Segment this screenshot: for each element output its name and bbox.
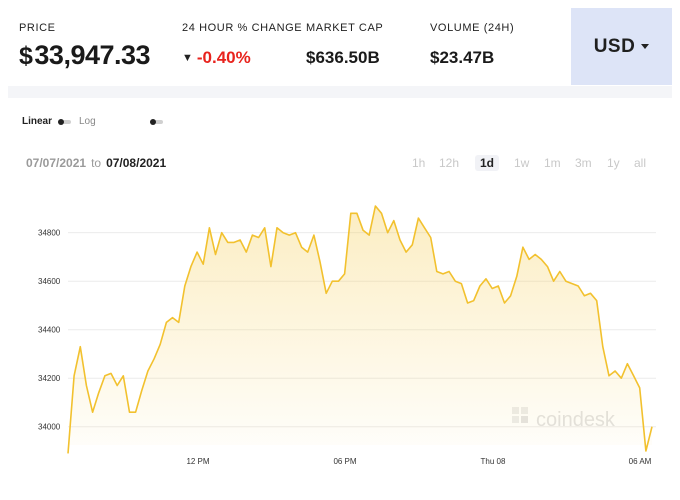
change-label: 24 HOUR % CHANGE: [182, 22, 303, 34]
down-triangle-icon: ▼: [182, 52, 193, 64]
market-cap-value: $636.50B: [306, 48, 380, 67]
y-axis-labels: 34000 34200 34400 34600 34800: [38, 229, 61, 432]
y-tick-label: 34200: [38, 374, 61, 383]
y-tick-label: 34600: [38, 277, 61, 286]
price-stats-bar: PRICE $33,947.33 24 HOUR % CHANGE ▼ -0.40…: [0, 0, 680, 98]
price-label: PRICE: [19, 22, 56, 34]
x-tick-label: 06 AM: [629, 457, 652, 466]
price-amount: 33,947.33: [34, 40, 151, 70]
price-series-line: [67, 205, 653, 454]
linear-toggle[interactable]: [58, 119, 71, 125]
market-cap-label: MARKET CAP: [306, 22, 384, 34]
timeframe-1y[interactable]: 1y: [607, 156, 620, 170]
volume-label: VOLUME (24H): [430, 22, 515, 34]
price-value: $33,947.33: [19, 40, 151, 71]
timeframe-12h[interactable]: 12h: [439, 156, 460, 170]
caret-down-icon: [641, 44, 650, 49]
change-percent: -0.40%: [196, 48, 251, 67]
y-tick-label: 34800: [38, 229, 61, 238]
volume-value: $23.47B: [430, 48, 495, 67]
linear-toggle-knob: [58, 119, 64, 125]
y-tick-label: 34400: [38, 326, 61, 335]
x-tick-label: 12 PM: [186, 457, 209, 466]
scale-log-label[interactable]: Log: [79, 116, 96, 127]
y-tick-label: 34000: [38, 423, 61, 432]
stats-divider: [8, 86, 672, 98]
currency-dropdown[interactable]: USD: [571, 8, 672, 85]
price-area-fill: [68, 206, 652, 454]
price-currency: $: [19, 42, 33, 70]
x-tick-label: 06 PM: [333, 457, 356, 466]
timeframe-1d[interactable]: 1d: [475, 155, 500, 171]
timeframe-1h[interactable]: 1h: [412, 156, 426, 170]
x-axis-labels: 12 PM 06 PM Thu 08 06 AM: [186, 457, 651, 466]
log-toggle[interactable]: [150, 119, 163, 125]
date-to[interactable]: 07/08/2021: [106, 156, 167, 170]
timeframe-1w[interactable]: 1w: [514, 156, 530, 170]
timeframe-all[interactable]: all: [634, 156, 647, 170]
scale-linear-label[interactable]: Linear: [22, 116, 53, 127]
date-from[interactable]: 07/07/2021: [26, 156, 87, 170]
timeframe-1m[interactable]: 1m: [544, 156, 561, 170]
log-toggle-knob: [150, 119, 156, 125]
date-to-word: to: [91, 156, 102, 170]
currency-selected: USD: [593, 35, 636, 57]
timeframe-3m[interactable]: 3m: [575, 156, 592, 170]
date-range: 07/07/2021 to 07/08/2021: [26, 156, 166, 170]
change-value: ▼ -0.40%: [182, 48, 251, 68]
x-tick-label: Thu 08: [481, 457, 506, 466]
